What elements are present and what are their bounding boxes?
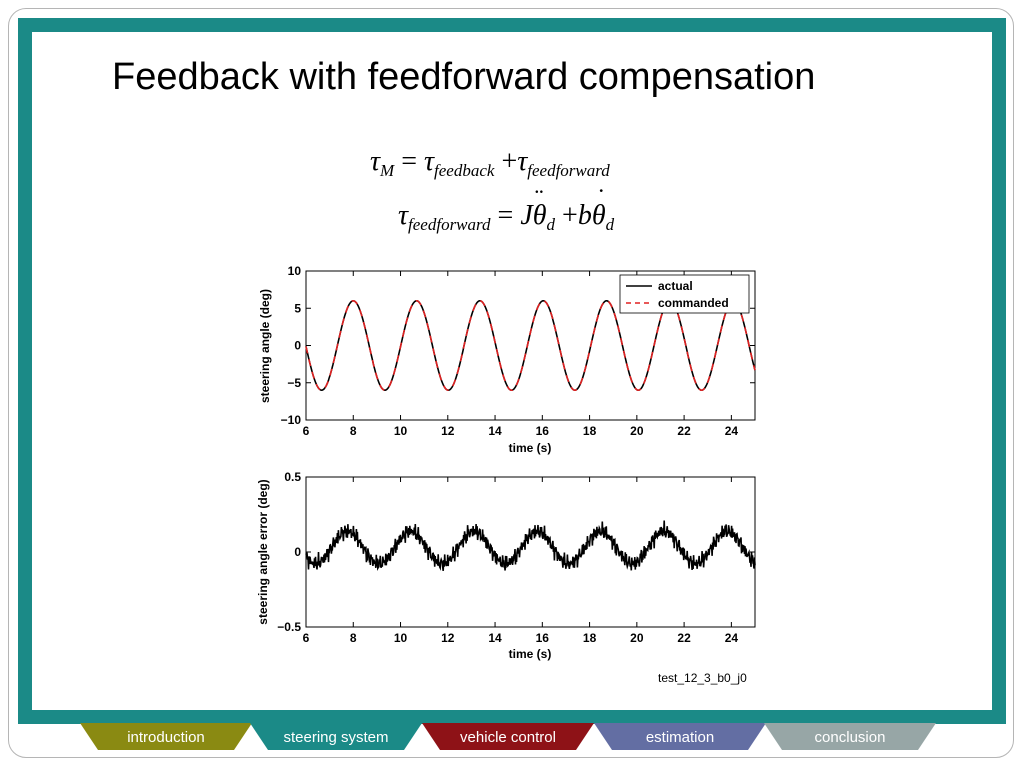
x-axis-label: time (s) <box>509 441 552 455</box>
subscript-m: M <box>380 161 395 180</box>
equals-sign: = <box>497 200 514 231</box>
y-tick-label: 5 <box>294 301 301 315</box>
x-tick-label: 16 <box>536 424 550 438</box>
axis-ticks: 6 8 10 12 14 16 18 20 22 24 10 5 0 −5 −10 <box>281 264 755 438</box>
nav-tab-background <box>422 723 594 750</box>
y-tick-label: −5 <box>287 376 301 390</box>
x-tick-label: 12 <box>441 424 455 438</box>
series-line-commanded <box>305 299 756 392</box>
axis-ticks: 6 8 10 12 14 16 18 20 22 24 0.5 0 −0.5 <box>277 470 755 645</box>
x-tick-label: 16 <box>536 631 550 645</box>
nav-tab-label: steering system <box>283 729 388 746</box>
y-tick-label: 0.5 <box>284 470 301 484</box>
x-tick-label: 6 <box>303 424 310 438</box>
y-tick-label: 0 <box>294 545 301 559</box>
nav-tab-background <box>594 723 766 750</box>
x-tick-label: 24 <box>725 424 739 438</box>
legend-label-commanded: commanded <box>658 296 729 310</box>
nav-tab-vehicle-control[interactable]: vehicle control <box>422 723 594 750</box>
x-tick-label: 12 <box>441 631 455 645</box>
damping-symbol: b <box>577 200 592 231</box>
theta-dot-symbol: θ <box>592 184 606 232</box>
series-line-error <box>305 520 756 572</box>
x-tick-label: 18 <box>583 424 597 438</box>
equation-feedforward: τfeedforward = Jθd +bθd <box>398 184 615 235</box>
tau-symbol: τ <box>370 146 381 177</box>
y-axis-label: steering angle (deg) <box>258 289 272 403</box>
x-tick-label: 20 <box>630 631 644 645</box>
x-tick-label: 10 <box>394 631 408 645</box>
nav-tab-background <box>80 723 252 750</box>
steering-error-chart: 6 8 10 12 14 16 18 20 22 24 0.5 0 −0.5 time (s) stee… <box>256 470 756 661</box>
nav-tab-label: vehicle control <box>460 729 556 746</box>
legend-box <box>619 274 750 314</box>
subscript-feedforward: feedforward <box>527 161 610 180</box>
x-tick-label: 18 <box>583 631 597 645</box>
x-tick-label: 6 <box>303 631 310 645</box>
tau-symbol: τ <box>424 146 435 177</box>
nav-tab-label: conclusion <box>815 729 886 746</box>
figure-caption: test_12_3_b0_j0 <box>658 671 747 685</box>
x-axis-label: time (s) <box>509 647 552 661</box>
x-tick-label: 14 <box>488 424 502 438</box>
x-tick-label: 8 <box>350 424 357 438</box>
plus-sign: + <box>501 146 518 177</box>
tau-symbol: τ <box>398 200 409 231</box>
x-tick-label: 10 <box>394 424 408 438</box>
x-tick-label: 8 <box>350 631 357 645</box>
section-nav-tabs: introduction steering system vehicle contr… <box>80 723 936 750</box>
nav-tab-steering-system[interactable]: steering system <box>250 723 422 750</box>
y-tick-label: −10 <box>281 413 302 427</box>
x-tick-label: 22 <box>677 424 691 438</box>
x-tick-label: 20 <box>630 424 644 438</box>
y-tick-label: 0 <box>294 339 301 353</box>
subscript-feedback: feedback <box>434 161 495 180</box>
plus-sign: + <box>562 200 578 231</box>
steering-angle-chart: 6 8 10 12 14 16 18 20 22 24 10 5 0 −5 −10 actual comma… <box>258 264 756 455</box>
x-tick-label: 24 <box>725 631 739 645</box>
legend: actual commanded <box>619 274 750 314</box>
subscript-d: d <box>605 215 615 234</box>
y-tick-label: 10 <box>288 264 302 278</box>
tau-symbol: τ <box>517 146 528 177</box>
plot-lines <box>305 299 756 392</box>
slide-title: Feedback with feedforward compensation <box>112 56 816 98</box>
nav-tab-conclusion[interactable]: conclusion <box>764 723 936 750</box>
theta-ddot-symbol: θ <box>533 184 547 232</box>
nav-tab-label: introduction <box>127 729 205 746</box>
y-tick-label: −0.5 <box>277 620 301 634</box>
y-axis-label: steering angle error (deg) <box>256 479 270 624</box>
nav-tab-background <box>764 723 936 750</box>
inertia-symbol: J <box>520 200 533 231</box>
equation-torque-sum: τM = τfeedback +τfeedforward <box>370 146 610 181</box>
equals-sign: = <box>401 146 417 177</box>
nav-tab-label: estimation <box>646 729 714 746</box>
nav-tab-background <box>250 723 422 750</box>
nav-tab-estimation[interactable]: estimation <box>594 723 766 750</box>
subscript-feedforward: feedforward <box>408 215 491 234</box>
x-tick-label: 14 <box>488 631 502 645</box>
nav-tab-introduction[interactable]: introduction <box>80 723 252 750</box>
plot-lines <box>305 520 756 572</box>
x-tick-label: 22 <box>677 631 691 645</box>
legend-label-actual: actual <box>658 279 693 293</box>
subscript-d: d <box>546 215 556 234</box>
